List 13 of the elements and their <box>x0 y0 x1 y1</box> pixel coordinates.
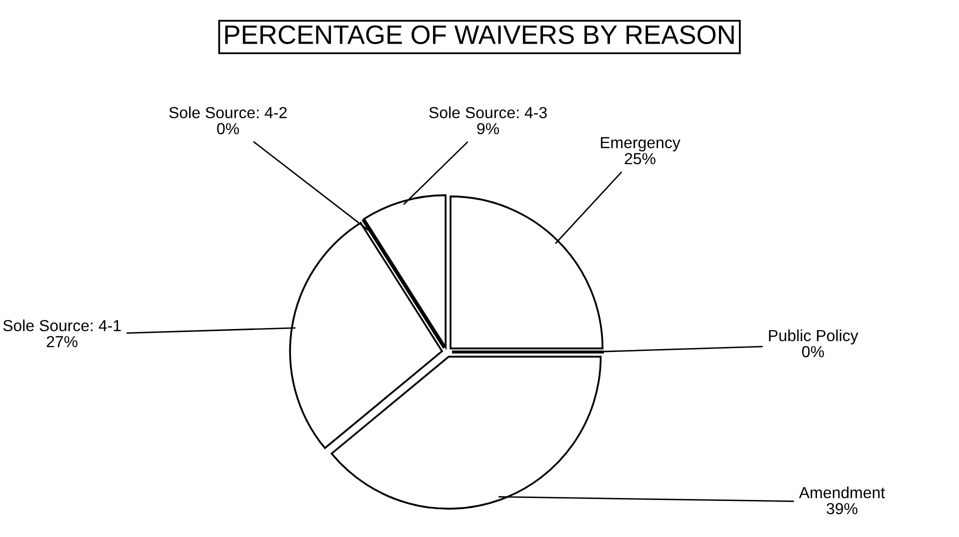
data-label: 25% <box>624 153 656 164</box>
slice-label: Emergency <box>600 137 680 152</box>
slice-label: Amendment <box>798 486 885 498</box>
text: 0% <box>802 346 824 358</box>
slice-label: Sole Source: 4-1 <box>3 320 121 332</box>
slice-label: Sole Source: 4-3 <box>429 106 547 118</box>
category-label: Sole Source: 4-2 <box>169 106 287 118</box>
data-label: 27% <box>46 336 78 348</box>
chart-title: PERCENTAGE OF WAIVERS BY REASON <box>225 25 734 44</box>
category-label: Public Policy <box>769 330 858 344</box>
data-label: 9% <box>477 123 499 134</box>
text: 0% <box>217 123 239 134</box>
data-label: 39% <box>826 503 858 514</box>
